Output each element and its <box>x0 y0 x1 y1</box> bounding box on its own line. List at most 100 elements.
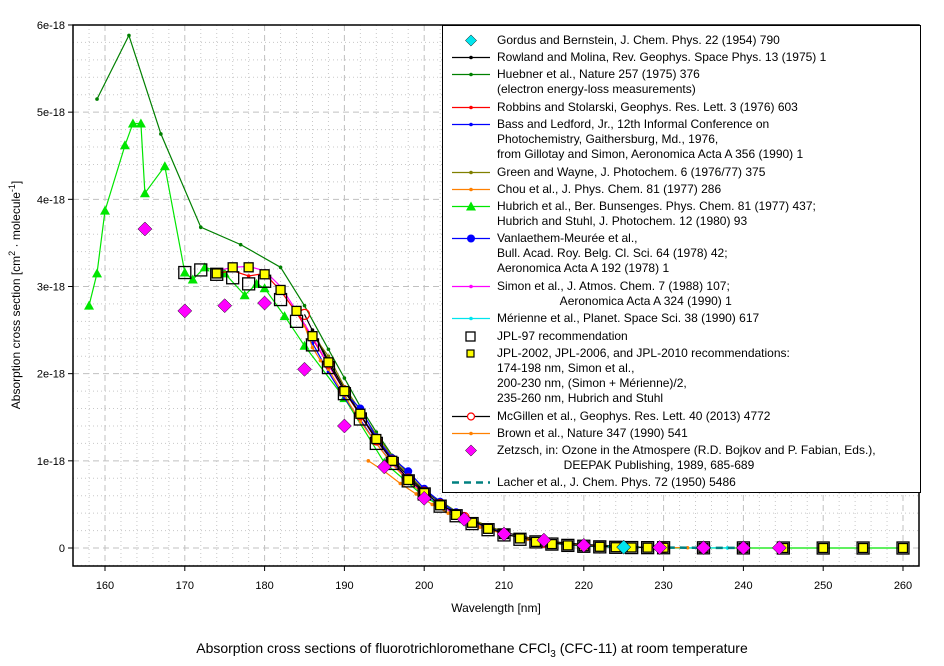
data-point <box>84 300 95 310</box>
legend-symbol-icon <box>452 481 490 485</box>
data-point <box>478 525 482 529</box>
legend-symbol-icon <box>465 444 477 457</box>
data-point <box>469 170 473 174</box>
data-point <box>593 540 607 554</box>
data-point <box>818 542 829 554</box>
data-point <box>299 340 310 350</box>
data-point <box>211 268 222 279</box>
legend-label: Mérienne et al., Planet. Space Sci. 38 (… <box>497 311 760 326</box>
data-point <box>241 277 256 291</box>
data-point <box>177 303 193 319</box>
x-tick-label: 260 <box>894 580 912 592</box>
data-point <box>465 444 477 457</box>
legend-label: Chou et al., J. Phys. Chem. 81 (1977) 28… <box>497 181 722 196</box>
data-point <box>178 265 192 280</box>
series-layer <box>84 33 910 556</box>
data-point <box>297 361 312 377</box>
legend-symbol-icon <box>452 105 490 110</box>
data-point <box>496 526 512 542</box>
data-point <box>310 345 315 350</box>
data-point <box>127 118 138 128</box>
data-point <box>616 539 632 555</box>
legend: Gordus and Bernstein, J. Chem. Phys. 22 … <box>442 25 921 493</box>
data-point <box>127 33 131 38</box>
x-tick-label: 180 <box>255 580 273 592</box>
data-point <box>318 358 323 363</box>
series-line <box>303 325 425 496</box>
data-point <box>259 269 270 280</box>
data-point <box>355 408 366 419</box>
data-point <box>416 490 432 506</box>
data-point <box>238 242 243 247</box>
data-point <box>857 542 869 554</box>
legend-label: Robbins and Stolarski, Geophys. Res. Let… <box>497 99 798 114</box>
legend-label: Brown et al., Nature 347 (1990) 541 <box>497 425 688 440</box>
series-15 <box>137 221 787 556</box>
legend-label: JPL-2002, JPL-2006, and JPL-2010 recomme… <box>497 345 790 405</box>
data-point <box>482 523 494 534</box>
y-tick-label: 5e-18 <box>37 107 65 119</box>
legend-label: Huebner et al., Nature 257 (1975) 376 (e… <box>497 67 700 97</box>
data-point <box>404 467 413 476</box>
data-point <box>119 140 130 150</box>
legend-symbol-icon <box>452 431 490 436</box>
data-point <box>194 263 208 277</box>
data-point <box>159 132 163 136</box>
y-tick-label: 3e-18 <box>37 281 65 293</box>
legend-label: Simon et al., J. Atmos. Chem. 7 (1988) 1… <box>497 279 732 308</box>
data-point <box>469 187 473 192</box>
legend-symbol-icon <box>452 55 490 60</box>
x-tick-label: 210 <box>495 580 513 592</box>
legend-label: Zetzsch, in: Ozone in the Atmospere (R.D… <box>497 443 876 472</box>
y-tick-label: 6e-18 <box>37 20 65 32</box>
data-point <box>100 205 110 215</box>
data-point <box>435 500 446 511</box>
data-point <box>736 540 751 556</box>
data-point <box>446 511 450 515</box>
x-tick-label: 230 <box>654 580 672 592</box>
data-point <box>95 97 99 101</box>
data-point <box>376 459 392 475</box>
data-point <box>816 541 830 555</box>
ticks: 160 170 180 190 200 210 220 230 240 250 260 0 1e-18 2… <box>37 20 912 592</box>
data-point <box>337 418 352 434</box>
data-point <box>469 284 473 289</box>
data-point <box>366 459 371 463</box>
data-point <box>137 221 153 237</box>
legend-symbol-icon <box>465 34 477 47</box>
legend-symbol-icon <box>452 170 490 174</box>
data-point <box>561 538 575 553</box>
data-point <box>227 262 238 273</box>
data-point <box>469 55 473 60</box>
legend-label: Lacher et al., J. Chem. Phys. 72 (1950) … <box>497 475 736 490</box>
legend-symbol-icon <box>465 330 476 342</box>
x-tick-label: 190 <box>335 580 353 592</box>
data-point <box>856 541 870 555</box>
legend-label: Gordus and Bernstein, J. Chem. Phys. 22 … <box>497 33 780 47</box>
legend-label: Vanlaethem-Meurée et al., Bull. Acad. Ro… <box>497 231 728 276</box>
data-point <box>217 298 233 314</box>
data-point <box>469 73 473 77</box>
data-point <box>135 118 146 128</box>
data-point <box>594 541 605 552</box>
x-tick-label: 160 <box>96 580 114 592</box>
data-point <box>652 540 667 555</box>
data-point <box>696 540 711 556</box>
data-point <box>536 532 552 548</box>
legend-marker <box>466 349 475 358</box>
data-point <box>896 541 910 555</box>
data-point <box>469 431 473 436</box>
data-point <box>323 357 334 368</box>
data-point <box>257 295 272 311</box>
data-point <box>546 538 558 550</box>
legend-symbol-icon <box>452 73 490 77</box>
data-point <box>358 419 363 424</box>
data-point <box>514 533 526 544</box>
data-point <box>469 317 473 321</box>
data-point <box>403 474 414 486</box>
data-point <box>251 278 262 288</box>
data-point <box>414 492 419 496</box>
data-point <box>291 305 302 317</box>
data-point <box>187 274 198 284</box>
data-point <box>771 540 787 556</box>
